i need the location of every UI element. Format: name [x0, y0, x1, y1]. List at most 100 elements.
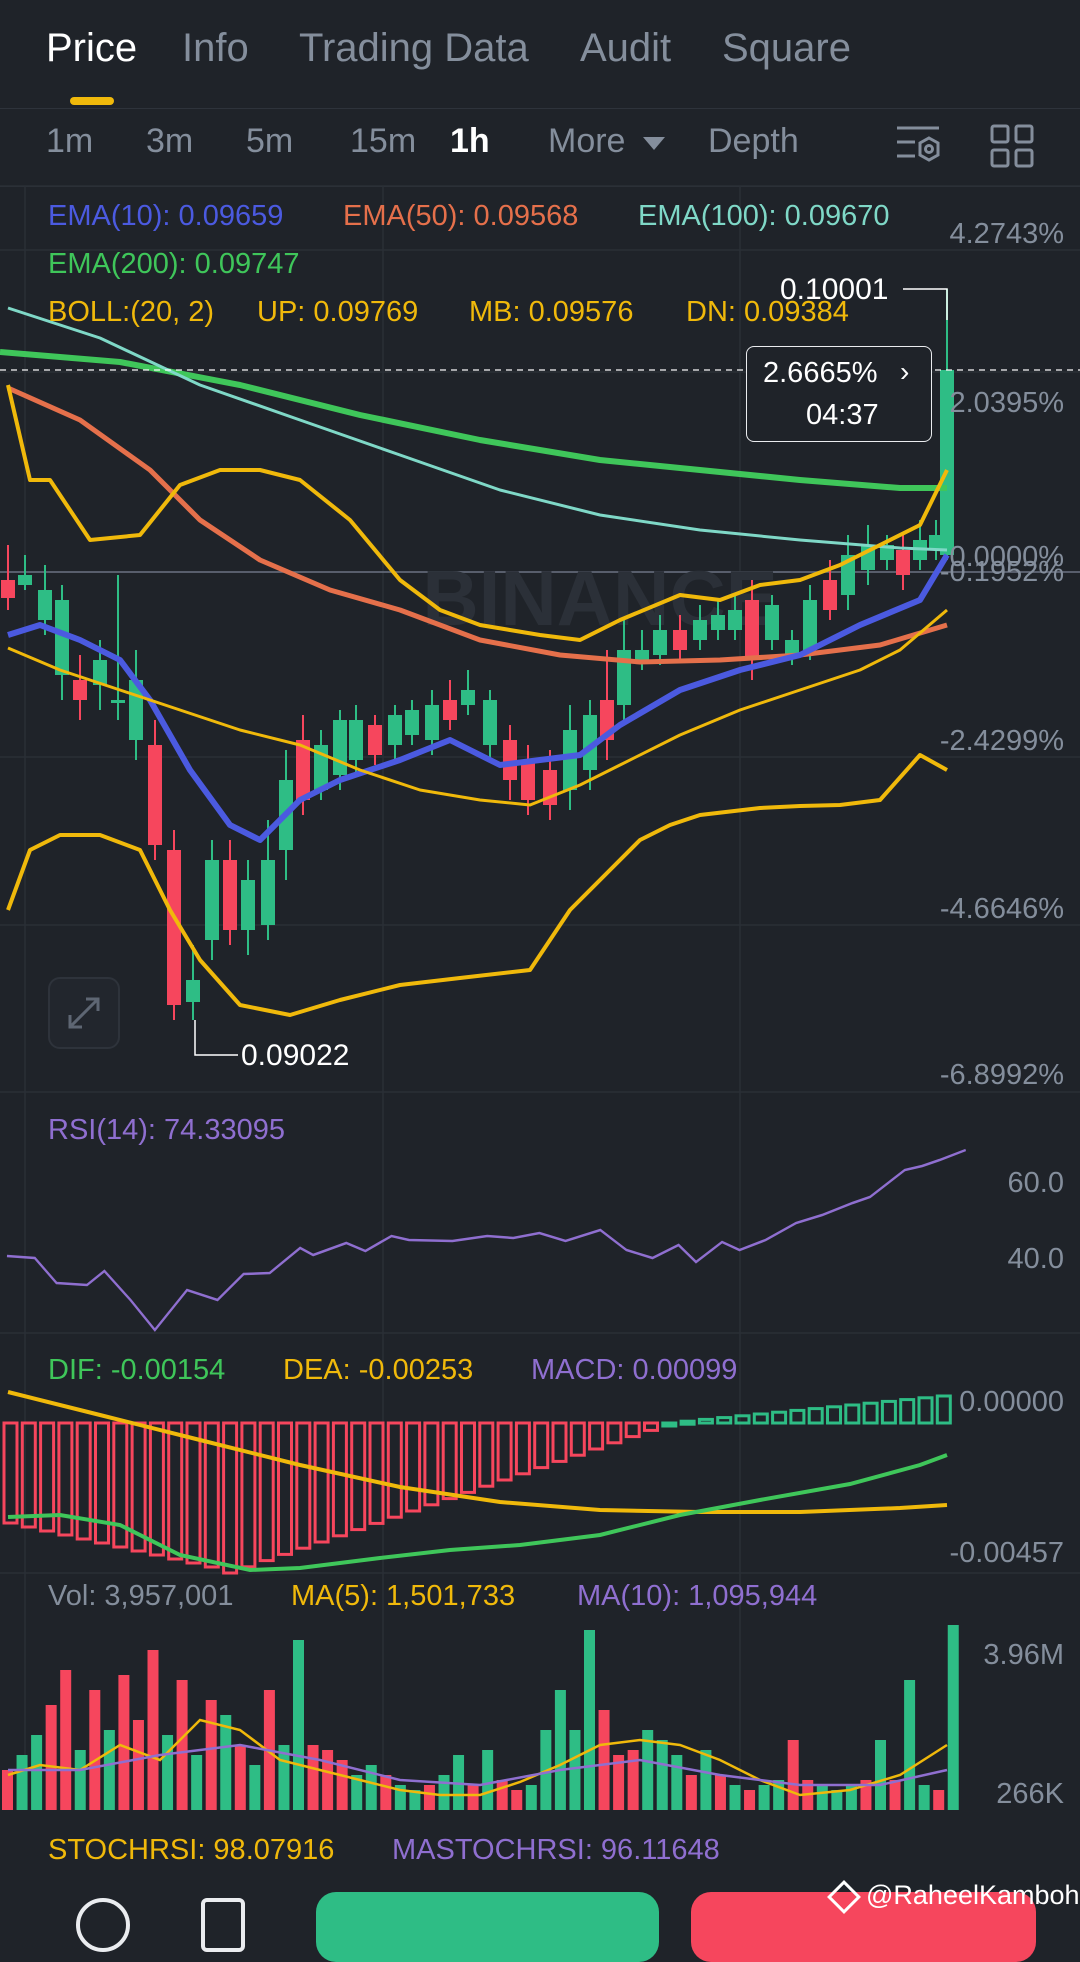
volume-bar	[627, 1750, 639, 1810]
tab-square[interactable]: Square	[722, 26, 851, 70]
interval-15m[interactable]: 15m	[350, 122, 417, 160]
volume-bar	[860, 1780, 872, 1810]
candle-body	[653, 630, 667, 655]
candle-body	[223, 860, 237, 930]
caret-down-icon	[642, 136, 665, 150]
credit-text: @RaheelKamboh	[866, 1880, 1080, 1910]
candle-body	[483, 700, 497, 745]
volume-bar	[409, 1790, 421, 1810]
macd-axis-label: 0.00000	[959, 1386, 1064, 1418]
candle-body	[388, 715, 402, 745]
candle-body	[940, 370, 954, 555]
volume-bar	[700, 1750, 712, 1810]
volume-bar	[423, 1785, 435, 1810]
volume-bar	[16, 1755, 28, 1810]
interval-3m[interactable]: 3m	[146, 122, 194, 160]
volume-bar	[2, 1770, 13, 1810]
candle-body	[1, 580, 15, 598]
macd-bar	[752, 1412, 769, 1425]
interval-1m[interactable]: 1m	[46, 122, 94, 160]
volume-bar	[45, 1705, 57, 1810]
volume-bar	[307, 1745, 319, 1810]
candle-countdown: 04:37	[806, 399, 879, 431]
indicator-settings-icon[interactable]	[895, 122, 945, 170]
buy-button[interactable]	[316, 1892, 659, 1962]
tab-audit[interactable]: Audit	[580, 26, 672, 70]
candle-body	[148, 745, 162, 845]
more-menu-icon[interactable]	[76, 1898, 130, 1952]
interval-bar: 1m 3m 5m 15m 1h More Depth	[0, 108, 1080, 187]
price-change-percent: 2.6665%	[763, 357, 878, 389]
volume-bar	[234, 1745, 246, 1810]
candle-body	[205, 860, 219, 940]
price-axis-label: -6.8992%	[939, 1059, 1064, 1091]
volume-bar	[758, 1785, 770, 1810]
volume-bar	[147, 1650, 159, 1810]
volume-bar	[613, 1755, 625, 1810]
top-tabs: Price Info Trading Data Audit Square	[0, 0, 1080, 109]
tab-trading-data[interactable]: Trading Data	[299, 26, 529, 70]
candle-body	[803, 600, 817, 650]
macd-histogram	[2, 1390, 952, 1575]
ema100-legend: EMA(100): 0.09670	[638, 200, 890, 232]
macd-bar	[588, 1421, 605, 1451]
current-price-tag[interactable]: 2.6665% › 04:37	[746, 346, 932, 442]
macd-bar	[624, 1421, 641, 1439]
tab-price[interactable]: Price	[46, 26, 138, 70]
rsi-axis-label: 60.0	[1007, 1167, 1064, 1199]
macd-bar	[405, 1421, 422, 1513]
candle-body	[841, 555, 855, 595]
candle-body	[111, 700, 125, 703]
active-tab-indicator	[70, 97, 114, 105]
macd-bar	[277, 1421, 293, 1556]
interval-5m[interactable]: 5m	[246, 122, 294, 160]
volume-bar	[816, 1785, 828, 1810]
volume-ma5-legend: MA(5): 1,501,733	[291, 1580, 516, 1612]
macd-bar	[148, 1421, 165, 1557]
tab-info[interactable]: Info	[182, 26, 249, 70]
macd-bar	[460, 1421, 476, 1494]
ema50-legend: EMA(50): 0.09568	[343, 200, 579, 232]
macd-bar	[533, 1421, 550, 1470]
low-price-label: 0.09022	[241, 1039, 350, 1072]
macd-bar	[789, 1408, 806, 1425]
volume-bar	[831, 1790, 843, 1810]
price-axis-label: -2.4299%	[939, 725, 1064, 757]
volume-bar	[249, 1765, 261, 1810]
volume-bar	[380, 1775, 392, 1810]
rsi-line	[6, 1148, 967, 1332]
macd-bar	[240, 1421, 257, 1569]
volume-bar	[118, 1675, 130, 1810]
candle-body	[405, 710, 419, 735]
candle-body	[38, 590, 52, 620]
rsi-polyline	[6, 1148, 967, 1332]
more-dropdown[interactable]: More	[548, 122, 665, 161]
orders-icon[interactable]	[201, 1898, 245, 1952]
candle-body	[349, 720, 363, 760]
volume-bar	[278, 1745, 290, 1810]
volume-bar	[904, 1680, 916, 1810]
fullscreen-button[interactable]	[48, 977, 120, 1049]
boll-mid-line	[7, 608, 948, 807]
price-axis-label: -4.6646%	[939, 893, 1064, 925]
volume-bar	[74, 1750, 86, 1810]
volume-bar	[511, 1790, 523, 1810]
macd-bar	[569, 1421, 586, 1457]
candle-body	[425, 705, 439, 740]
candle-body	[765, 605, 779, 640]
interval-1h[interactable]: 1h	[450, 122, 490, 160]
macd-bar	[716, 1416, 733, 1425]
volume-bar	[744, 1790, 756, 1810]
depth-button[interactable]: Depth	[708, 122, 799, 160]
volume-bar	[787, 1740, 799, 1810]
macd-bar	[368, 1421, 385, 1525]
layout-grid-icon[interactable]	[990, 124, 1034, 168]
volume-bar	[889, 1780, 901, 1810]
macd-bar	[734, 1414, 751, 1425]
candle-body	[929, 535, 943, 550]
macd-bar	[185, 1421, 202, 1565]
macd-bar	[222, 1421, 239, 1575]
volume-bar	[496, 1780, 508, 1810]
volume-ma10-line	[8, 1743, 948, 1787]
